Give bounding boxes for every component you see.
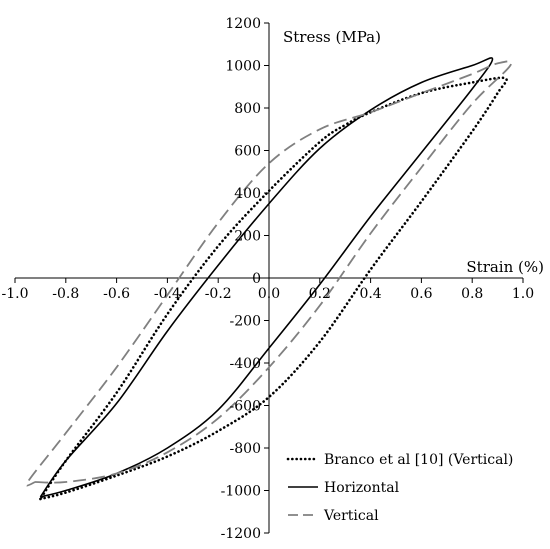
x-tick-label: 0.0 [258,286,280,302]
x-tick-label: -0.4 [154,286,181,302]
x-tick-label: -1.0 [2,286,29,302]
y-tick-label: 1200 [225,16,261,32]
y-tick-label: -1000 [221,484,261,500]
series-line-vertical [25,60,513,487]
y-tick-label: 200 [234,229,261,245]
x-axis-title: Strain (%) [466,258,544,276]
x-tick-label: -0.2 [205,286,232,302]
x-tick-label: -0.6 [103,286,130,302]
y-tick-label: -600 [230,399,261,415]
legend-label-horizontal: Horizontal [324,480,400,496]
y-tick-label: 0 [252,271,261,287]
x-tick-label: 0.8 [461,286,483,302]
y-tick-label: 800 [234,101,261,117]
tick-labels: -1.0 -0.8 -0.6 -0.4 -0.2 0.0 0.2 0.4 0.6 0.8 1.0 -1… [2,16,535,542]
y-tick-label: 400 [234,186,261,202]
legend: Branco et al [10] (Vertical) Horizontal Ve… [286,452,513,524]
y-tick-label: 1000 [225,59,261,75]
x-tick-label: -0.8 [52,286,79,302]
series-layer [25,57,513,501]
y-tick-label: 600 [234,144,261,160]
series-line-branco-et-al-10-vertical [39,76,508,501]
series-line-horizontal [39,57,494,498]
y-tick-label: -200 [230,314,261,330]
x-tick-label: 1.0 [512,286,534,302]
x-tick-label: 0.6 [410,286,432,302]
y-tick-label: -400 [230,356,261,372]
legend-label-vertical: Vertical [323,508,379,524]
legend-label-branco-et-al-10-vertical: Branco et al [10] (Vertical) [324,452,513,468]
y-tick-label: -800 [230,441,261,457]
y-tick-label: -1200 [221,526,261,542]
x-tick-label: 0.4 [359,286,381,302]
x-tick-label: 0.2 [309,286,331,302]
y-axis-title: Stress (MPa) [283,28,381,46]
axes [14,22,524,534]
